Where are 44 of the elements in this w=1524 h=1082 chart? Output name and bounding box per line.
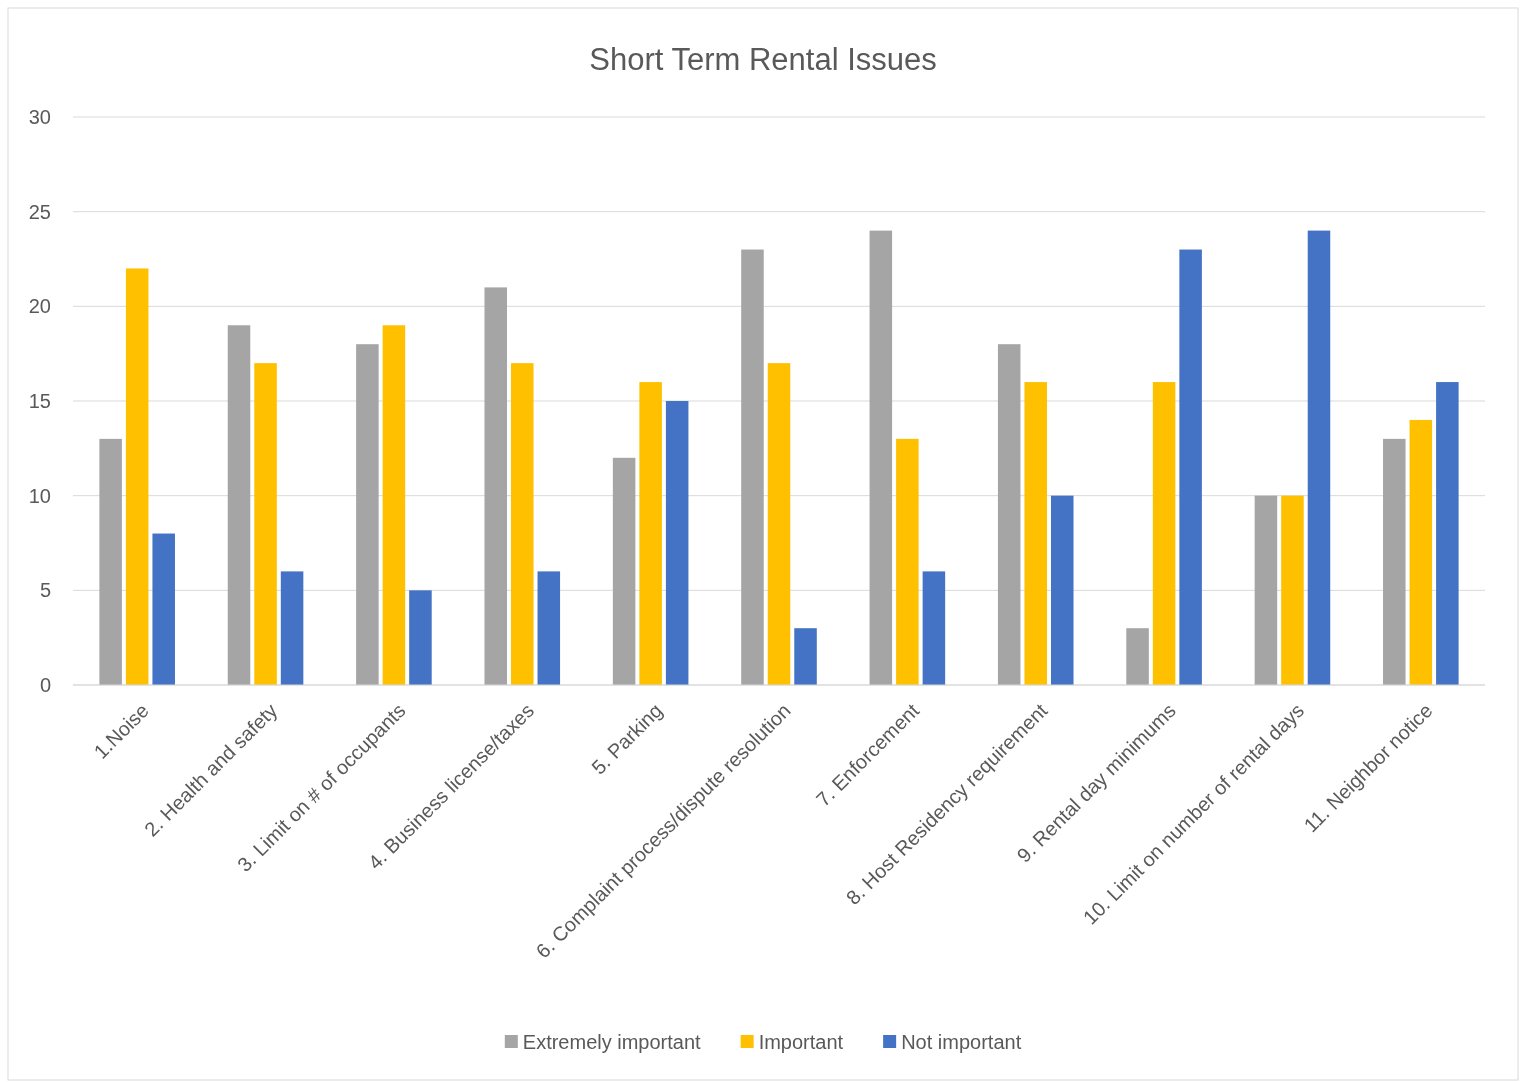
bar — [1152, 382, 1176, 685]
bar — [1409, 419, 1433, 685]
y-tick-label: 30 — [28, 105, 51, 128]
bar — [125, 268, 149, 685]
bar — [794, 628, 817, 685]
bar — [1254, 495, 1278, 685]
bar — [1050, 495, 1074, 685]
y-tick-label: 25 — [28, 200, 51, 223]
legend-label: Extremely important — [522, 1031, 702, 1053]
y-tick-label: 15 — [28, 389, 51, 412]
bar — [741, 249, 764, 685]
bar — [1436, 382, 1459, 685]
bar — [356, 344, 379, 685]
bar — [869, 230, 893, 685]
bar — [409, 590, 432, 685]
bar — [511, 363, 534, 685]
bar — [1307, 230, 1331, 685]
legend-label: Not important — [901, 1031, 1022, 1053]
bar — [997, 344, 1021, 685]
bar — [665, 401, 689, 685]
bar — [639, 382, 662, 685]
bar — [1126, 628, 1149, 685]
bar — [537, 571, 561, 685]
bar — [227, 325, 251, 685]
bar — [922, 571, 946, 685]
bar — [1281, 495, 1304, 685]
y-tick-label: 0 — [39, 673, 51, 696]
bar — [152, 533, 175, 685]
bar — [280, 571, 304, 685]
bar — [99, 438, 122, 685]
y-tick-label: 20 — [28, 295, 51, 318]
bar — [1179, 249, 1202, 685]
bar — [254, 363, 277, 685]
bar — [896, 438, 919, 685]
y-tick-label: 10 — [28, 484, 51, 507]
y-tick-label: 5 — [39, 579, 51, 602]
bar — [1024, 382, 1047, 685]
chart-title: Short Term Rental Issues — [589, 42, 937, 77]
bar — [767, 363, 791, 685]
bar — [1383, 438, 1406, 685]
bar — [382, 325, 406, 685]
bar — [612, 457, 636, 685]
bar — [484, 287, 508, 685]
legend-label: Important — [758, 1031, 844, 1053]
